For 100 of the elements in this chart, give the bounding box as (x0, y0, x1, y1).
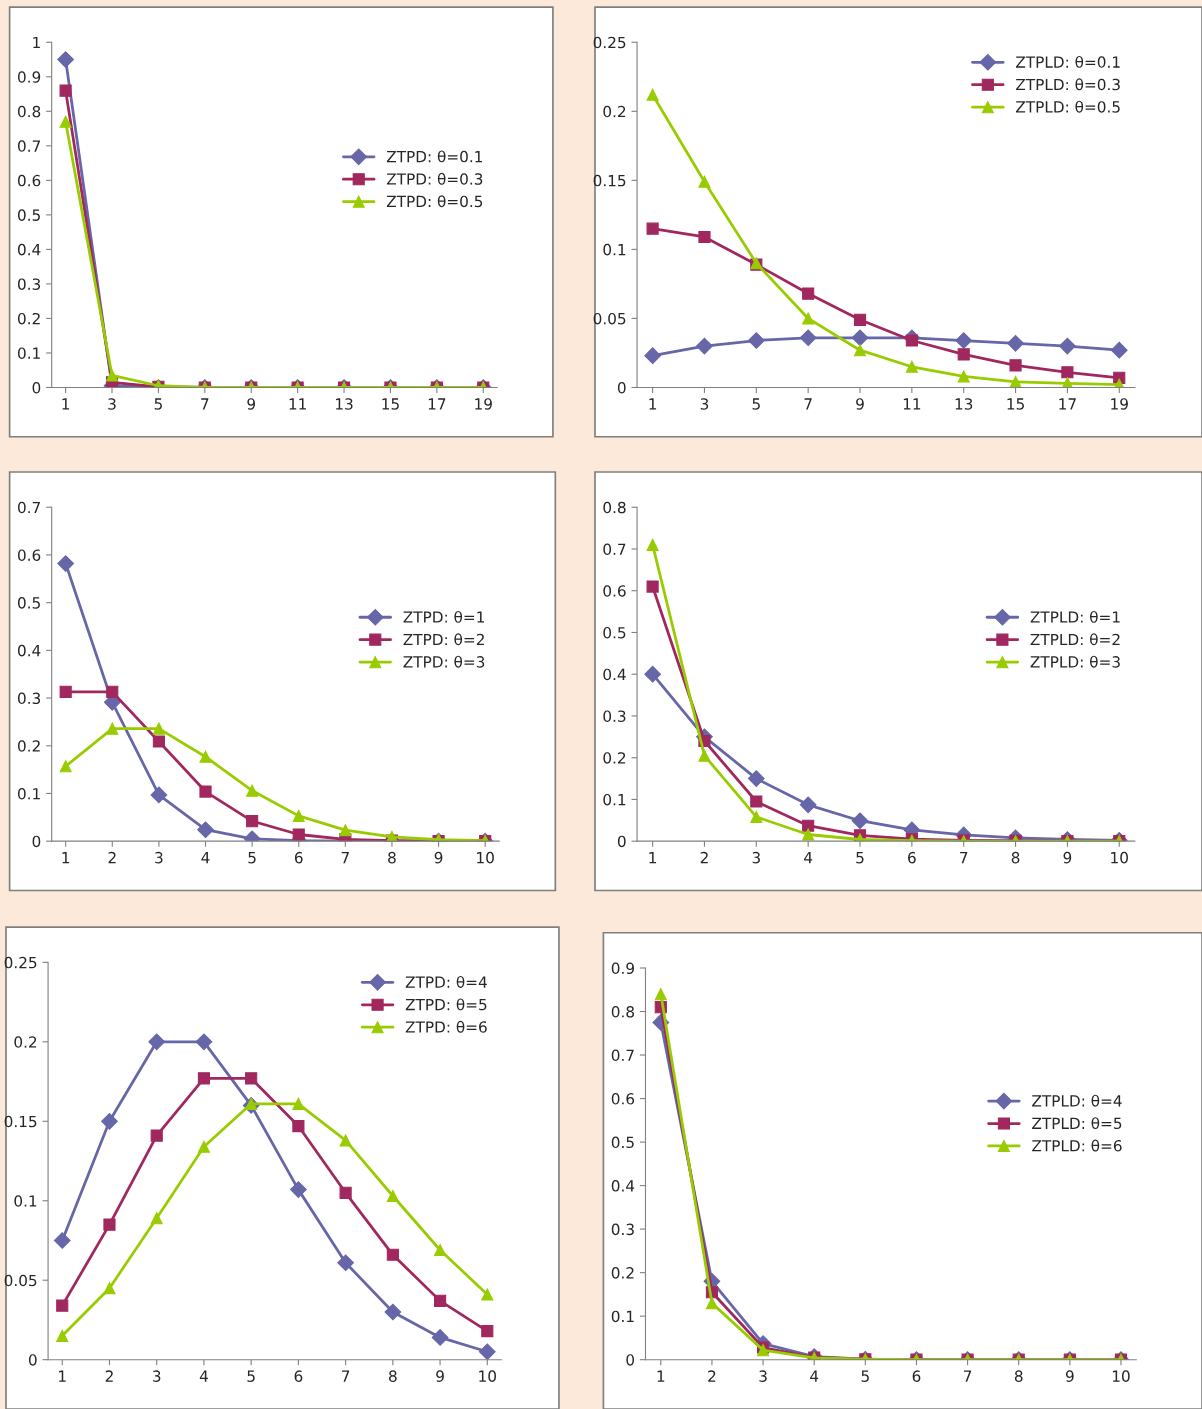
y-tick-label: 0.8 (611, 1005, 635, 1018)
x-tick-label: 8 (1011, 851, 1020, 864)
x-tick-label: 2 (708, 1370, 716, 1382)
point (59, 84, 72, 97)
point (339, 824, 352, 837)
point (646, 580, 659, 593)
x-tick-label: 2 (105, 1370, 113, 1382)
point (56, 1299, 69, 1312)
x-tick-label: 3 (752, 851, 760, 864)
legend-label: ZTPD: θ=0.1 (386, 150, 483, 163)
point (197, 821, 214, 839)
point (747, 332, 765, 349)
legend-label: ZTPLD: θ=5 (1032, 1117, 1122, 1130)
y-tick-label: 0.1 (17, 787, 40, 800)
point (103, 1282, 116, 1295)
y-tick-label: 0.8 (603, 501, 626, 514)
y-tick-label: 0.1 (603, 243, 626, 256)
point (246, 815, 259, 828)
x-tick-label: 13 (955, 398, 973, 410)
x-tick-label: 13 (336, 398, 353, 410)
legend-label: ZTPLD: θ=0.1 (1016, 55, 1120, 68)
point (698, 175, 711, 188)
y-tick-label: 0.6 (17, 174, 41, 187)
x-tick-label: 10 (1112, 1370, 1130, 1382)
y-tick-label: 0.4 (611, 1180, 635, 1192)
point (698, 230, 711, 244)
point (106, 722, 119, 735)
y-tick-label: 0.05 (593, 312, 626, 325)
point (851, 329, 869, 347)
y-tick-label: 1 (33, 36, 40, 49)
y-tick-label: 0.25 (4, 956, 37, 969)
y-tick-label: 0.25 (593, 36, 626, 49)
point (646, 538, 659, 551)
point (750, 795, 763, 808)
point (1061, 366, 1074, 379)
y-tick-label: 0.7 (603, 543, 626, 555)
y-tick-label: 0.1 (14, 1195, 37, 1207)
y-tick-label: 0.1 (603, 793, 626, 806)
point (339, 1186, 352, 1199)
x-tick-label: 3 (155, 851, 163, 864)
x-tick-label: 8 (388, 851, 396, 864)
x-tick-label: 5 (154, 398, 162, 410)
x-tick-label: 6 (912, 1370, 921, 1382)
point (101, 1112, 118, 1130)
y-tick-label: 0.6 (611, 1093, 635, 1105)
x-tick-label: 6 (294, 1370, 303, 1382)
point (799, 796, 817, 814)
point (802, 819, 815, 832)
legend-label: ZTPD: θ=4 (405, 975, 487, 988)
point (853, 313, 867, 326)
legend-label: ZTPD: θ=5 (405, 998, 487, 1011)
y-tick-label: 0.6 (603, 585, 626, 597)
y-tick-label: 0.3 (611, 1223, 634, 1236)
legend-label: ZTPLD: θ=2 (1030, 633, 1120, 646)
point (654, 988, 667, 1001)
x-tick-label: 1 (59, 1370, 66, 1382)
x-tick-label: 19 (475, 398, 492, 410)
point (152, 722, 165, 735)
y-tick-label: 0.9 (611, 962, 634, 974)
y-tick-label: 0.1 (17, 347, 40, 359)
point (955, 332, 973, 349)
point (646, 222, 659, 235)
x-tick-label: 4 (804, 852, 813, 864)
point (292, 828, 305, 841)
point (246, 784, 259, 797)
x-tick-label: 1 (62, 852, 70, 864)
point (478, 1343, 496, 1360)
x-tick-label: 9 (247, 398, 256, 410)
y-tick-label: 0 (32, 835, 41, 848)
point (386, 1248, 399, 1261)
y-tick-label: 0.6 (17, 549, 41, 561)
y-tick-label: 0 (617, 835, 626, 848)
legend-label: ZTPD: θ=2 (403, 633, 484, 646)
point (148, 1033, 166, 1051)
legend-label: ZTPD: θ=6 (405, 1020, 487, 1033)
point (802, 312, 815, 325)
y-tick-label: 0.4 (603, 668, 626, 681)
x-tick-label: 5 (861, 1370, 869, 1382)
point (1007, 334, 1024, 352)
point (1009, 375, 1022, 388)
x-tick-label: 17 (428, 398, 446, 410)
point (481, 1288, 494, 1301)
legend-label: ZTPLD: θ=3 (1030, 655, 1120, 668)
x-tick-label: 5 (248, 852, 256, 864)
point (431, 1329, 449, 1346)
legend-label: ZTPLD: θ=4 (1032, 1094, 1122, 1107)
y-tick-label: 0.05 (4, 1274, 37, 1287)
point (152, 735, 165, 748)
point (290, 1181, 307, 1198)
legend-label: ZTPD: θ=3 (403, 655, 485, 668)
x-tick-label: 11 (289, 398, 306, 410)
x-tick-label: 3 (108, 398, 116, 410)
x-tick-label: 4 (810, 1370, 819, 1382)
point (434, 1243, 447, 1257)
point (747, 770, 765, 787)
point (292, 1097, 305, 1110)
x-tick-label: 11 (903, 398, 921, 410)
x-tick-label: 2 (108, 851, 116, 864)
x-tick-label: 7 (342, 1370, 350, 1382)
point (59, 685, 72, 698)
